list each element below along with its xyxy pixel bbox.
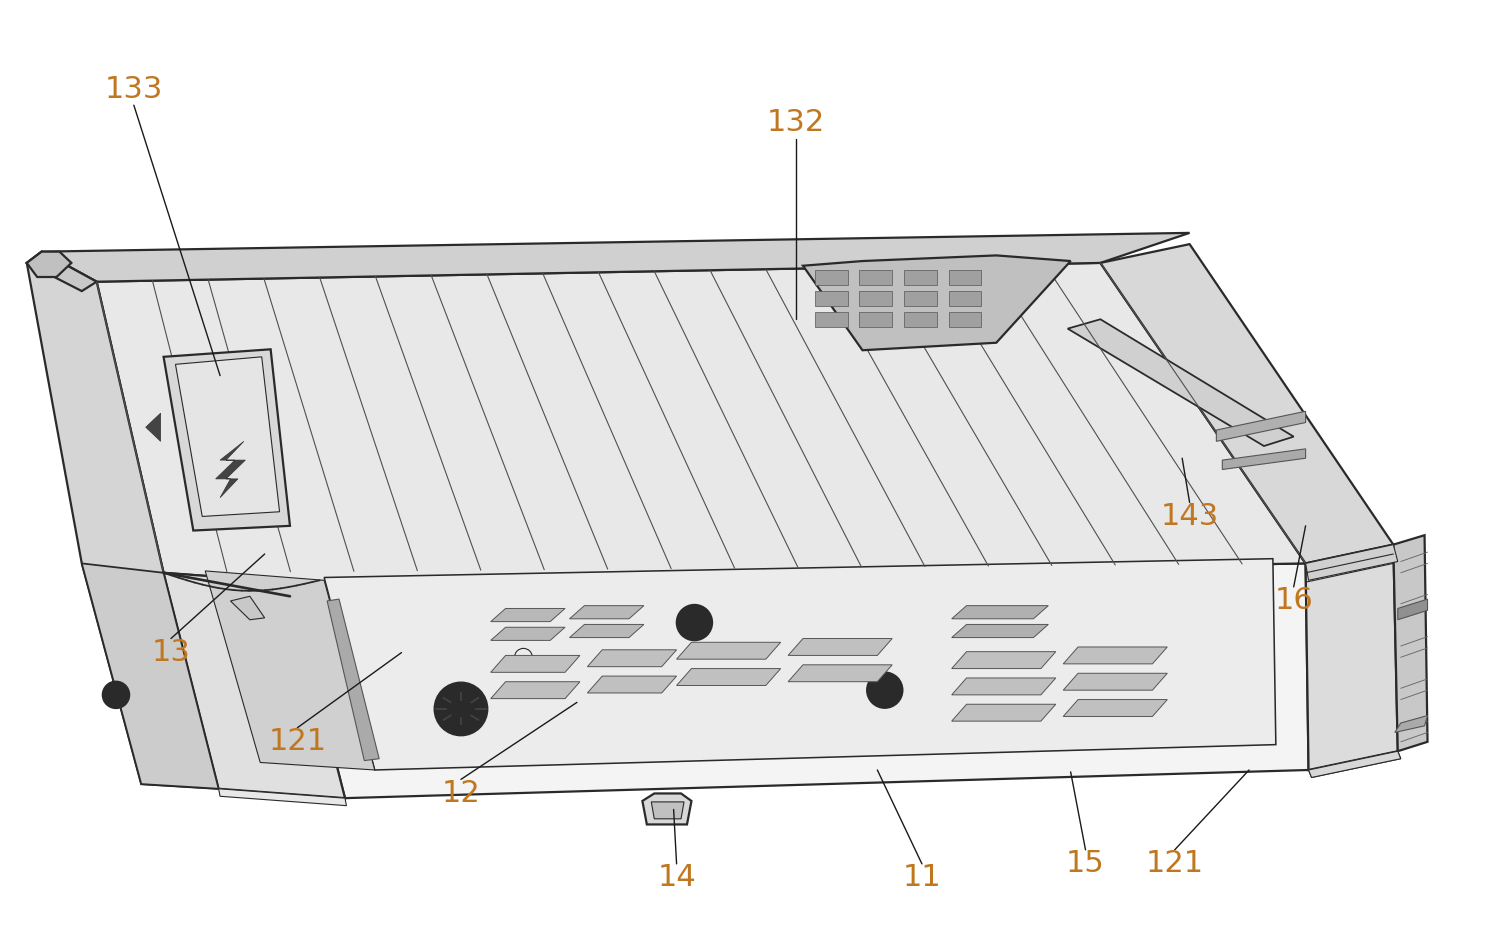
Polygon shape: [205, 571, 375, 770]
Polygon shape: [570, 624, 644, 638]
Polygon shape: [1063, 673, 1167, 690]
Text: 16: 16: [1274, 587, 1313, 615]
Text: 133: 133: [104, 75, 164, 103]
Polygon shape: [904, 312, 937, 327]
Polygon shape: [677, 669, 781, 685]
Polygon shape: [642, 793, 691, 824]
Text: 14: 14: [657, 864, 696, 892]
Text: 143: 143: [1160, 502, 1219, 531]
Circle shape: [103, 682, 129, 708]
Polygon shape: [164, 349, 290, 531]
Polygon shape: [97, 249, 1100, 282]
Polygon shape: [491, 627, 565, 640]
Polygon shape: [949, 312, 981, 327]
Text: 121: 121: [1145, 850, 1204, 878]
Polygon shape: [216, 441, 245, 498]
Polygon shape: [859, 270, 892, 285]
Polygon shape: [146, 413, 161, 441]
Text: 132: 132: [766, 108, 825, 136]
Text: 13: 13: [152, 639, 190, 667]
Polygon shape: [1216, 411, 1306, 441]
Polygon shape: [952, 624, 1048, 638]
Text: 12: 12: [442, 779, 480, 808]
Polygon shape: [677, 642, 781, 659]
Polygon shape: [27, 252, 219, 789]
Polygon shape: [815, 291, 848, 306]
Polygon shape: [570, 606, 644, 619]
Polygon shape: [788, 665, 892, 682]
Polygon shape: [815, 270, 848, 285]
Polygon shape: [904, 270, 937, 285]
Polygon shape: [587, 650, 677, 667]
Circle shape: [686, 613, 703, 632]
Polygon shape: [219, 789, 346, 806]
Polygon shape: [949, 270, 981, 285]
Polygon shape: [651, 802, 684, 819]
Polygon shape: [27, 252, 97, 291]
Polygon shape: [175, 357, 280, 516]
Text: 121: 121: [268, 728, 327, 756]
Polygon shape: [788, 639, 892, 655]
Text: 11: 11: [903, 864, 941, 892]
Polygon shape: [42, 233, 1190, 282]
Polygon shape: [97, 263, 1306, 582]
Polygon shape: [952, 704, 1056, 721]
Polygon shape: [952, 606, 1048, 619]
Polygon shape: [164, 573, 345, 798]
Circle shape: [867, 672, 903, 708]
Polygon shape: [1393, 535, 1428, 751]
Polygon shape: [290, 563, 1309, 798]
Polygon shape: [230, 596, 265, 620]
Polygon shape: [327, 599, 379, 761]
Circle shape: [434, 682, 488, 736]
Polygon shape: [1068, 319, 1294, 446]
Polygon shape: [904, 291, 937, 306]
Polygon shape: [491, 655, 580, 672]
Polygon shape: [1306, 545, 1398, 580]
Polygon shape: [1063, 647, 1167, 664]
Polygon shape: [27, 252, 71, 277]
Polygon shape: [952, 678, 1056, 695]
Text: 15: 15: [1066, 850, 1105, 878]
Polygon shape: [1398, 599, 1428, 620]
Polygon shape: [1100, 244, 1393, 563]
Polygon shape: [1306, 545, 1398, 770]
Polygon shape: [952, 652, 1056, 669]
Polygon shape: [815, 312, 848, 327]
Circle shape: [110, 689, 122, 700]
Polygon shape: [1222, 449, 1306, 470]
Polygon shape: [491, 608, 565, 622]
Polygon shape: [491, 682, 580, 699]
Polygon shape: [859, 291, 892, 306]
Polygon shape: [82, 563, 219, 789]
Polygon shape: [324, 559, 1276, 770]
Polygon shape: [1309, 751, 1401, 777]
Polygon shape: [1395, 716, 1428, 732]
Circle shape: [448, 696, 474, 722]
Polygon shape: [803, 255, 1071, 350]
Polygon shape: [587, 676, 677, 693]
Polygon shape: [1309, 751, 1401, 777]
Circle shape: [677, 605, 712, 640]
Polygon shape: [859, 312, 892, 327]
Circle shape: [876, 681, 894, 700]
Circle shape: [455, 703, 467, 715]
Polygon shape: [1063, 700, 1167, 716]
Polygon shape: [949, 291, 981, 306]
